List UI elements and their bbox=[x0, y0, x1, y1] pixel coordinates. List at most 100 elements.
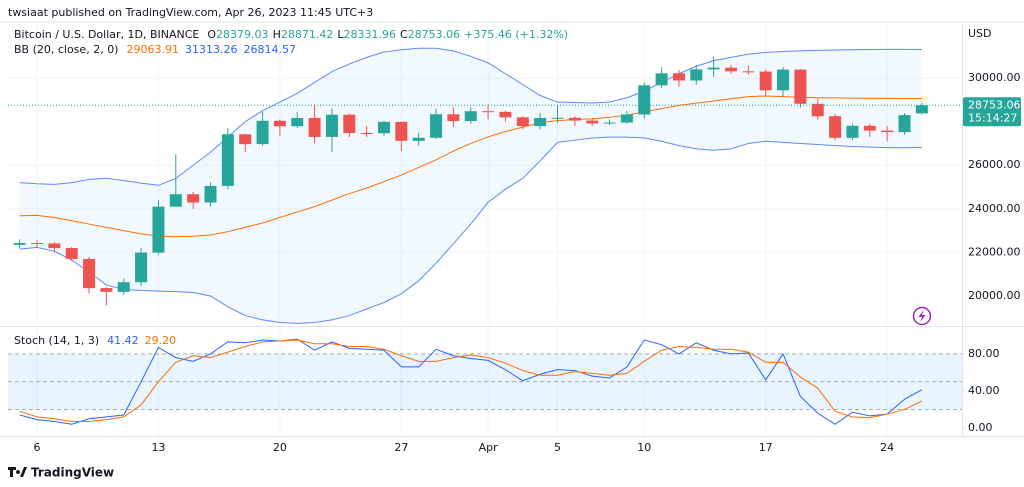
candle-body bbox=[620, 114, 633, 123]
candle-body bbox=[551, 117, 564, 119]
candle-body bbox=[655, 73, 668, 86]
x-tick-label: Apr bbox=[479, 441, 499, 454]
y-tick-label: 30000.00 bbox=[968, 71, 1021, 84]
x-tick-label: 17 bbox=[759, 441, 773, 454]
indicator-value: 29063.91 bbox=[126, 43, 179, 56]
candle-body bbox=[863, 125, 876, 131]
x-tick-label: 20 bbox=[273, 441, 287, 454]
candle-body bbox=[881, 130, 894, 133]
plot-area bbox=[8, 22, 962, 436]
candle-body bbox=[672, 73, 685, 81]
logo-mark bbox=[8, 467, 27, 477]
indicator-value: 41.42 bbox=[107, 334, 139, 347]
last-price-label: 28753.06 bbox=[968, 98, 1021, 111]
candle-body bbox=[447, 114, 460, 122]
candle-body bbox=[430, 114, 443, 138]
candle-body bbox=[725, 67, 737, 72]
x-tick-label: 27 bbox=[394, 441, 408, 454]
x-tick-label: 10 bbox=[637, 441, 651, 454]
candle-body bbox=[48, 243, 61, 249]
indicator-value: 29.20 bbox=[145, 334, 177, 347]
candle-body bbox=[499, 111, 512, 118]
candle-body bbox=[308, 117, 321, 137]
candle-body bbox=[603, 122, 616, 124]
ohlc-key: C bbox=[400, 28, 408, 41]
stoch-line bbox=[19, 339, 923, 422]
y-tick-label: 24000.00 bbox=[968, 202, 1021, 215]
symbol-title: Bitcoin / U.S. Dollar, 1D, BINANCE bbox=[14, 28, 199, 41]
ohlc-key: L bbox=[337, 28, 344, 41]
candle-body bbox=[31, 243, 43, 245]
candle-body bbox=[759, 71, 772, 91]
candle-body bbox=[742, 71, 755, 73]
candle-body bbox=[117, 282, 130, 292]
candle-body bbox=[829, 116, 842, 138]
indicator-value: 31313.26 bbox=[185, 43, 238, 56]
candle-body bbox=[516, 117, 529, 127]
publisher-line: twsiaat published on TradingView.com, Ap… bbox=[8, 6, 373, 19]
y-tick-label: 80.00 bbox=[968, 347, 1000, 360]
y-tick-label: 0.00 bbox=[968, 421, 993, 434]
candle-body bbox=[378, 121, 390, 134]
ohlc-value: 28871.42 bbox=[281, 28, 334, 41]
candle-body bbox=[707, 67, 720, 70]
candle-body bbox=[690, 69, 703, 81]
candle-body bbox=[325, 114, 338, 137]
candle-body bbox=[638, 85, 651, 115]
footer-logo: TradingView bbox=[8, 466, 114, 480]
candle-body bbox=[534, 117, 547, 127]
y-tick-label: 20000.00 bbox=[968, 289, 1021, 302]
candle-body bbox=[412, 137, 425, 141]
candle-body bbox=[898, 115, 911, 133]
stoch-line bbox=[19, 338, 923, 425]
candle-body bbox=[395, 121, 408, 141]
candle-body bbox=[568, 117, 581, 121]
bar-countdown: 15:14:27 bbox=[968, 111, 1017, 124]
price-change: +375.46 (+1.32%) bbox=[464, 28, 568, 41]
candle-body bbox=[152, 206, 165, 253]
candle-body bbox=[811, 103, 824, 117]
candle-body bbox=[794, 69, 807, 104]
alert-icon-bolt[interactable] bbox=[918, 310, 926, 322]
alert-icon[interactable] bbox=[912, 306, 932, 326]
bb-band-line bbox=[19, 136, 922, 324]
candle-body bbox=[846, 125, 859, 138]
x-tick-label: 5 bbox=[554, 441, 561, 454]
x-tick-label: 13 bbox=[151, 441, 165, 454]
candle-body bbox=[915, 105, 928, 114]
x-tick-label: 6 bbox=[34, 441, 41, 454]
candle-body bbox=[273, 120, 286, 127]
candle-body bbox=[464, 111, 477, 122]
candle-body bbox=[239, 134, 252, 145]
candle-body bbox=[777, 69, 790, 91]
candle-body bbox=[256, 120, 269, 145]
indicator-title: BB (20, close, 2, 0) bbox=[14, 43, 118, 56]
indicator-title: Stoch (14, 1, 3) bbox=[14, 334, 99, 347]
axis-unit: USD bbox=[968, 27, 992, 40]
bb-basis-line bbox=[19, 95, 922, 238]
y-tick-label: 22000.00 bbox=[968, 245, 1021, 258]
x-tick-label: 24 bbox=[880, 441, 894, 454]
ohlc-value: 28753.06 bbox=[408, 28, 461, 41]
candle-body bbox=[65, 248, 78, 259]
candle-body bbox=[135, 252, 148, 283]
candle-body bbox=[204, 185, 217, 203]
ohlc-key: H bbox=[273, 28, 281, 41]
candle-body bbox=[221, 134, 234, 186]
axes: 6 13 20 27 Apr 5 10 17 24 20000.00 22000.00 24000.0… bbox=[0, 21, 1024, 454]
footer-brand: TradingView bbox=[31, 466, 114, 480]
candle-body bbox=[360, 132, 373, 134]
bb-band-fill bbox=[19, 48, 922, 324]
indicator-value: 26814.57 bbox=[243, 43, 296, 56]
y-tick-label: 26000.00 bbox=[968, 158, 1021, 171]
candle-body bbox=[343, 114, 356, 133]
candle-body bbox=[187, 194, 200, 203]
candle-body bbox=[291, 117, 304, 127]
ohlc-value: 28331.96 bbox=[343, 28, 396, 41]
candle-body bbox=[83, 258, 96, 289]
y-tick-label: 40.00 bbox=[968, 384, 1000, 397]
ohlc-value: 28379.03 bbox=[216, 28, 269, 41]
